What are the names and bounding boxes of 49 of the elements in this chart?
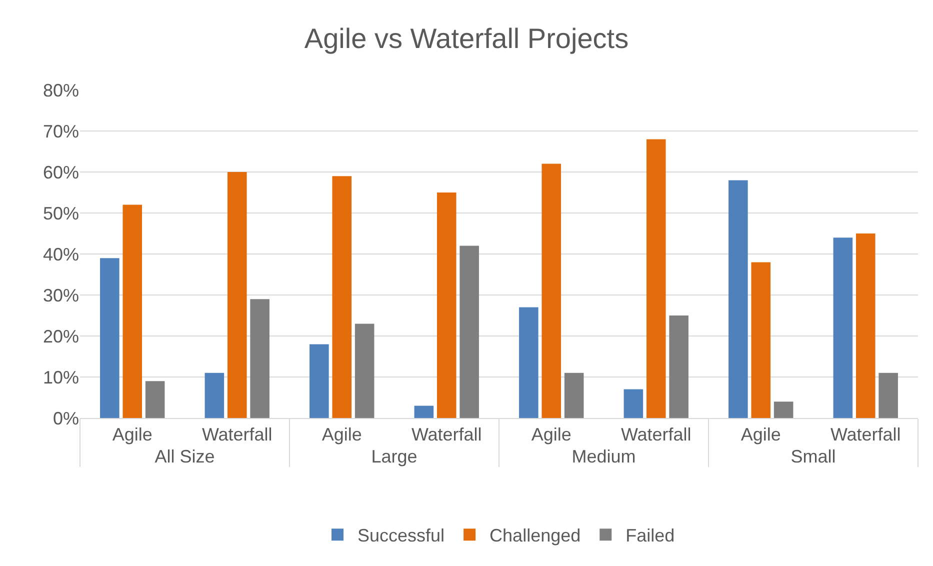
y-tick-label: 20%	[42, 326, 79, 346]
bar	[436, 192, 456, 418]
y-tick-label: 80%	[42, 80, 79, 100]
bar	[100, 258, 120, 418]
bar	[332, 176, 352, 418]
bar	[774, 402, 794, 418]
x-tick-label: Agile	[322, 424, 362, 445]
bar	[542, 164, 562, 418]
y-tick-label: 40%	[42, 244, 79, 264]
text: Medium	[572, 446, 636, 467]
y-tick-label: 50%	[42, 203, 79, 224]
bar	[227, 172, 247, 418]
legend-label: Failed	[626, 526, 675, 546]
bar	[414, 406, 434, 418]
y-tick-label: 70%	[42, 121, 79, 142]
y-tick-label: 30%	[42, 285, 79, 306]
text: Small	[790, 446, 836, 467]
bar	[751, 262, 771, 418]
x-tick-label: Waterfall	[202, 424, 272, 445]
text: Large	[371, 446, 418, 467]
bar	[669, 316, 688, 418]
bar	[564, 372, 584, 418]
bar	[878, 372, 898, 418]
x-tick-label: Waterfall	[411, 424, 482, 445]
bar	[310, 344, 329, 418]
bar	[646, 139, 666, 418]
y-tick-label: 0%	[52, 408, 79, 428]
chart-title: Agile vs Waterfall Projects	[304, 22, 629, 54]
bar	[354, 324, 374, 418]
bar	[856, 234, 876, 418]
text: All Size	[154, 446, 215, 467]
bar	[624, 389, 644, 418]
bar	[250, 299, 270, 418]
y-tick-label: 60%	[42, 162, 79, 182]
x-tick-label: Agile	[740, 424, 781, 445]
bar	[833, 238, 853, 418]
x-tick-label: Agile	[112, 424, 152, 445]
bar	[204, 372, 224, 418]
y-tick-label: 10%	[42, 367, 79, 388]
legend-label: Challenged	[490, 526, 581, 546]
bar	[122, 204, 142, 418]
bar	[460, 246, 479, 418]
bar	[519, 307, 538, 418]
x-tick-label: Waterfall	[620, 424, 692, 445]
x-tick-label: Agile	[531, 424, 572, 445]
bar	[145, 381, 165, 418]
x-tick-label: Waterfall	[830, 424, 901, 445]
legend-label: Successful	[358, 526, 445, 546]
bar	[728, 180, 748, 418]
